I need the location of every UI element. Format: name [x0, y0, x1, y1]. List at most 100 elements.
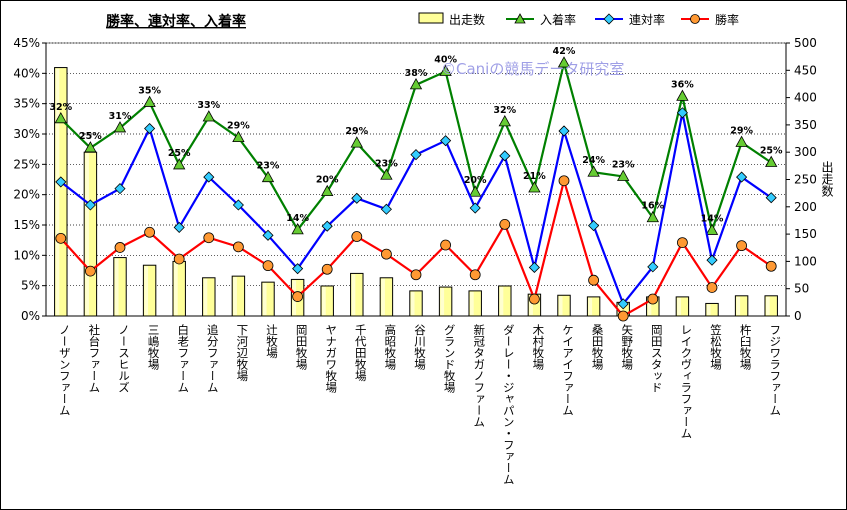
marker-triangle [646, 210, 659, 223]
marker-circle [380, 248, 392, 260]
marker-triangle [261, 170, 275, 183]
y-tick-label: 25% [13, 157, 40, 171]
bar-highlight [647, 297, 652, 315]
x-tick-label: 新冠タガノファーム [472, 323, 486, 427]
marker-triangle [587, 165, 600, 177]
point-label: 42% [553, 46, 576, 57]
bar [113, 257, 127, 317]
point-label: 38% [405, 68, 428, 79]
bar-highlight [114, 258, 119, 315]
point-label: 14% [286, 213, 309, 224]
marker-diamond [617, 298, 629, 310]
bar-highlight [469, 291, 474, 315]
x-tick-label: 三嶋牧場 [147, 324, 161, 371]
y-axis-left: 0% 5% 10% 15% 20% 25% 30% 35% 40% 45% [13, 36, 47, 323]
marker-circle [55, 232, 67, 244]
marker-circle [232, 241, 244, 253]
marker-diamond [55, 176, 67, 188]
marker-diamond [676, 107, 688, 119]
watermark: ©Caniの競馬データ研究室 [441, 60, 624, 78]
marker-circle [262, 260, 274, 272]
bar [350, 272, 364, 317]
point-labels: 32% 25% 31% 35% 25% 33% 29% 23% 14% 20% 29% 23% 38% 4… [49, 46, 783, 224]
marker-triangle [676, 89, 689, 101]
point-label: 40% [434, 55, 457, 66]
bar-highlight [440, 288, 445, 315]
marker-triangle [321, 184, 334, 197]
marker-triangle [350, 136, 363, 148]
marker-circle [410, 269, 422, 281]
bar [320, 285, 334, 317]
legend-marker [514, 13, 526, 24]
x-tick-label: 笠松牧場 [709, 323, 723, 371]
marker-diamond [232, 199, 244, 211]
bar-highlight [321, 286, 326, 315]
point-label: 24% [582, 155, 605, 166]
bar [675, 296, 690, 317]
y2-tick-label: 250 [794, 173, 817, 187]
chart-title: 勝率、連対率、入着率 [106, 13, 246, 30]
marker-diamond [292, 263, 304, 275]
marker-triangle [409, 78, 423, 90]
bar-highlight [529, 295, 533, 315]
x-tick-label: 矢野牧場 [620, 323, 634, 371]
legend-label: 連対率 [629, 12, 665, 27]
bar [734, 295, 749, 317]
y-tick-label: 10% [13, 248, 40, 262]
point-label: 14% [701, 213, 724, 224]
y-tick-label: 40% [13, 66, 40, 80]
bar-highlight [55, 68, 60, 315]
y2-tick-label: 450 [794, 63, 817, 77]
marker-diamond [499, 150, 511, 162]
bar [586, 296, 601, 317]
point-label: 20% [316, 175, 339, 186]
y-tick-label: 30% [13, 127, 40, 141]
legend-item: 入着率 [506, 12, 576, 27]
marker-triangle [528, 181, 541, 193]
y2-tick-label: 50 [794, 282, 809, 296]
marker-circle [499, 218, 511, 230]
marker-circle [736, 240, 747, 252]
y2-tick-label: 400 [794, 91, 817, 105]
marker-diamond [469, 202, 481, 214]
marker-diamond [262, 229, 274, 241]
point-label: 32% [49, 102, 72, 113]
x-tick-label: 杵臼牧場 [739, 323, 753, 371]
marker-triangle [143, 95, 156, 107]
x-tick-label: 追分ファーム [206, 323, 220, 393]
bar [83, 151, 98, 317]
y2-tick-label: 200 [794, 200, 817, 214]
marker-circle [617, 310, 629, 322]
marker-diamond [351, 192, 363, 204]
point-label: 29% [345, 126, 368, 137]
x-tick-label: ダーレー・ジャパン・ファーム [502, 324, 516, 485]
x-tick-label: 谷川牧場 [413, 324, 427, 371]
y2-tick-label: 100 [794, 254, 817, 268]
point-label: 29% [730, 125, 753, 136]
marker-circle [351, 231, 363, 242]
bar-highlight [677, 297, 681, 315]
x-tick-label: 高昭牧場 [383, 323, 397, 371]
marker-circle [558, 175, 570, 187]
y-tick-label: 0% [21, 309, 40, 323]
legend-marker [603, 13, 615, 25]
marker-triangle [380, 168, 393, 180]
point-label: 29% [227, 121, 250, 132]
marker-circle [647, 293, 659, 305]
x-tick-label: 辻牧場 [265, 323, 279, 359]
marker-circle [321, 263, 333, 275]
bar [409, 290, 423, 317]
marker-triangle [202, 110, 215, 122]
point-label: 16% [641, 201, 664, 212]
legend-swatch [418, 12, 444, 24]
marker-circle [529, 293, 540, 305]
point-label: 21% [523, 171, 546, 182]
bar-highlight [233, 277, 237, 315]
bar-highlight [499, 286, 504, 315]
gridlines [46, 42, 786, 317]
point-label: 23% [375, 158, 398, 169]
marker-triangle [173, 158, 186, 170]
bar-highlight [351, 274, 356, 315]
x-tick-label: 社台ファーム [87, 323, 101, 393]
